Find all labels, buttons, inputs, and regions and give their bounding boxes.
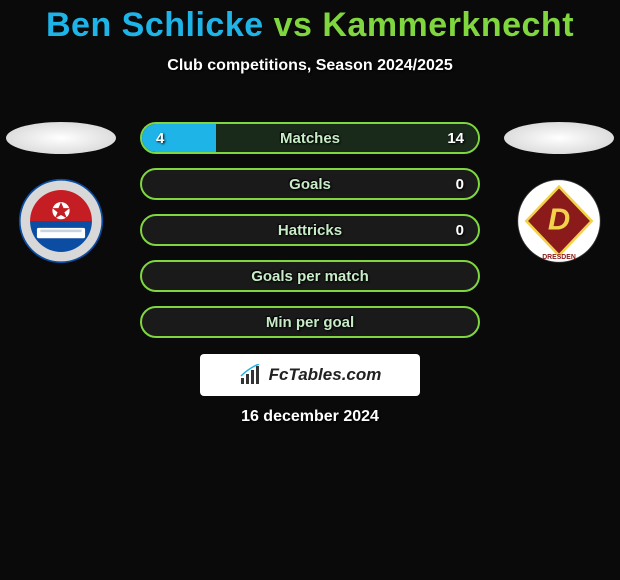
stats-container: 4 Matches 14 Goals 0 Hattricks 0 Goals per matc…	[140, 122, 480, 352]
player1-club-badge	[18, 178, 104, 264]
date-stamp: 16 december 2024	[0, 408, 620, 426]
svg-text:D: D	[548, 202, 570, 237]
stat-label: Min per goal	[266, 314, 354, 331]
season-subtitle: Club competitions, Season 2024/2025	[0, 57, 620, 75]
stat-label: Goals per match	[251, 268, 369, 285]
player1-name: Ben Schlicke	[46, 6, 264, 44]
player2-club-badge: D DRESDEN	[516, 178, 602, 264]
stat-label: Hattricks	[278, 222, 342, 239]
watermark-text: FcTables.com	[269, 365, 382, 385]
vs-text: vs	[264, 6, 323, 44]
bar-chart-icon	[239, 364, 263, 386]
stat-row: Goals 0	[140, 168, 480, 200]
stat-row: Min per goal	[140, 306, 480, 338]
svg-text:DRESDEN: DRESDEN	[542, 254, 576, 261]
stat-right-value: 0	[456, 222, 464, 239]
stat-row: Goals per match	[140, 260, 480, 292]
comparison-title: Ben Schlicke vs Kammerknecht	[0, 0, 620, 45]
stat-right-value: 0	[456, 176, 464, 193]
stat-fill-left	[142, 124, 216, 152]
player2-name: Kammerknecht	[322, 6, 574, 44]
watermark: FcTables.com	[200, 354, 420, 396]
stat-right-value: 14	[447, 130, 464, 147]
stat-row: 4 Matches 14	[140, 122, 480, 154]
player2-avatar-placeholder	[504, 122, 614, 154]
stat-label: Goals	[289, 176, 331, 193]
stat-left-value: 4	[156, 130, 164, 147]
player1-avatar-placeholder	[6, 122, 116, 154]
stat-fill-right	[216, 124, 478, 152]
stat-label: Matches	[280, 130, 340, 147]
stat-row: Hattricks 0	[140, 214, 480, 246]
